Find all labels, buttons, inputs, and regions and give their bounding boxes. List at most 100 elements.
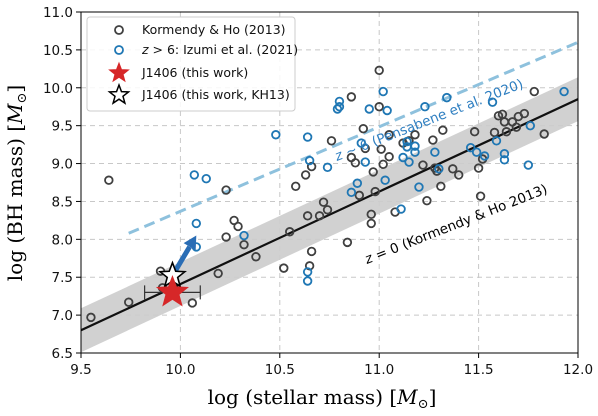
kormendy-ho-point	[233, 221, 243, 232]
izumi-point	[364, 104, 374, 114]
y-tick-label: 7.5	[52, 270, 73, 286]
kormendy-ho-point	[436, 181, 446, 191]
izumi-point	[239, 230, 249, 241]
kormendy-ho-point	[454, 170, 464, 180]
izumi-point	[499, 149, 510, 159]
j1406-star	[155, 274, 189, 307]
izumi-point	[302, 132, 313, 142]
y-tick-label: 6.5	[52, 346, 73, 362]
izumi-point	[334, 102, 345, 112]
izumi-point	[352, 178, 363, 188]
x-axis-ticks: 9.5 10.0 10.5 11.0 11.5 12.0	[70, 353, 593, 378]
izumi-point	[382, 105, 392, 116]
x-tick-label: 11.0	[364, 362, 394, 378]
izumi-point	[499, 155, 510, 165]
kormendy-ho-point	[104, 175, 114, 185]
plot-frame	[80, 11, 579, 354]
z6-relation-line	[128, 40, 578, 235]
kormendy-ho-point	[448, 164, 458, 174]
izumi-point	[402, 136, 412, 147]
kormendy-ho-point	[239, 239, 249, 250]
kormendy-ho-point	[370, 186, 380, 197]
kormendy-ho-point	[378, 159, 388, 170]
y-tick-label: 8.5	[52, 194, 73, 210]
izumi-point	[191, 218, 202, 229]
izumi-point	[525, 120, 535, 131]
kormendy-ho-point	[221, 232, 231, 242]
kormendy-ho-point	[318, 197, 329, 207]
kormendy-ho-point	[124, 297, 134, 307]
kormendy-ho-point	[432, 166, 442, 176]
x-tick-label: 11.5	[464, 362, 494, 378]
y-tick-label: 8.0	[52, 232, 73, 248]
izumi-point	[404, 157, 414, 167]
legend-label-kormendy: Kormendy & Ho (2013)	[142, 22, 286, 37]
y-tick-label: 9.5	[52, 119, 73, 135]
kormendy-ho-point	[384, 152, 394, 162]
izumi-point	[430, 147, 440, 157]
data-points	[86, 65, 569, 323]
kormendy-ho-point	[511, 122, 522, 132]
legend-box	[86, 16, 296, 112]
kormendy-ho-point	[384, 130, 394, 140]
kormendy-ho-point	[469, 127, 480, 137]
legend-marker-izumi	[114, 45, 124, 55]
kormendy-ho-point	[322, 205, 333, 215]
izumi-point	[442, 92, 452, 103]
kormendy-ho-point	[473, 163, 484, 173]
izumi-point	[346, 187, 357, 198]
legend-marker-kormendy	[114, 25, 124, 35]
kormendy-ho-point	[354, 190, 365, 201]
kormendy-ho-point	[300, 170, 311, 180]
izumi-point	[465, 142, 476, 153]
kormendy-ho-point	[428, 135, 438, 145]
izumi-point	[356, 138, 367, 148]
x-tick-label: 12.0	[563, 362, 593, 378]
kormendy-ho-point	[376, 144, 386, 154]
kormendy-ho-point	[251, 252, 261, 262]
kormendy-ho-point	[302, 211, 313, 221]
izumi-point	[410, 147, 420, 157]
y-axis-label: log (BH mass) [M⊙]	[3, 85, 30, 281]
izumi-point	[380, 175, 390, 185]
kormendy-ho-point	[519, 108, 530, 119]
y-tick-label: 11.0	[43, 5, 73, 21]
j1406-markers	[144, 235, 201, 307]
izumi-point	[434, 164, 444, 174]
kormendy-ho-point	[86, 312, 96, 323]
kormendy-ho-point	[366, 209, 376, 220]
kormendy-ho-point	[475, 191, 486, 201]
izumi-point	[322, 162, 333, 173]
izumi-point	[360, 157, 370, 167]
x-axis-label: log (stellar mass) [M⊙]	[208, 385, 437, 412]
kormendy-ho-point	[213, 268, 223, 279]
kormendy-ho-point	[326, 136, 337, 146]
y-axis-ticks: 6.5 7.0 7.5 8.0 8.5 9.0 9.5 10.0 10.5 11.0	[43, 5, 81, 362]
kormendy-ho-point	[366, 218, 376, 229]
kormendy-ho-point	[410, 130, 420, 140]
izumi-point	[523, 160, 533, 170]
izumi-point	[414, 182, 424, 192]
kormendy-ho-point	[314, 211, 325, 221]
izumi-point	[201, 174, 211, 184]
kormendy-ho-point	[501, 127, 512, 137]
izumi-point	[396, 204, 406, 214]
izumi-point	[471, 147, 482, 157]
izumi-point	[334, 96, 345, 107]
legend-marker-j1406	[108, 61, 130, 83]
izumi-point	[398, 152, 408, 163]
kormendy-ho-point	[374, 102, 384, 112]
x-tick-label: 10.5	[265, 362, 295, 378]
izumi-point	[491, 136, 502, 146]
legend-label-izumi: z > 6: Izumi et al. (2021)	[141, 42, 298, 57]
kormendy-ho-point	[422, 195, 432, 206]
izumi-point	[378, 86, 388, 97]
y-tick-label: 9.0	[52, 157, 73, 173]
j1406-arrow-head	[183, 235, 197, 251]
kormendy-ho-point	[304, 261, 315, 271]
kormendy-ho-point	[306, 161, 317, 172]
kormendy-ho-point	[187, 298, 198, 308]
izumi-point	[271, 130, 281, 140]
izumi-point	[304, 155, 315, 166]
